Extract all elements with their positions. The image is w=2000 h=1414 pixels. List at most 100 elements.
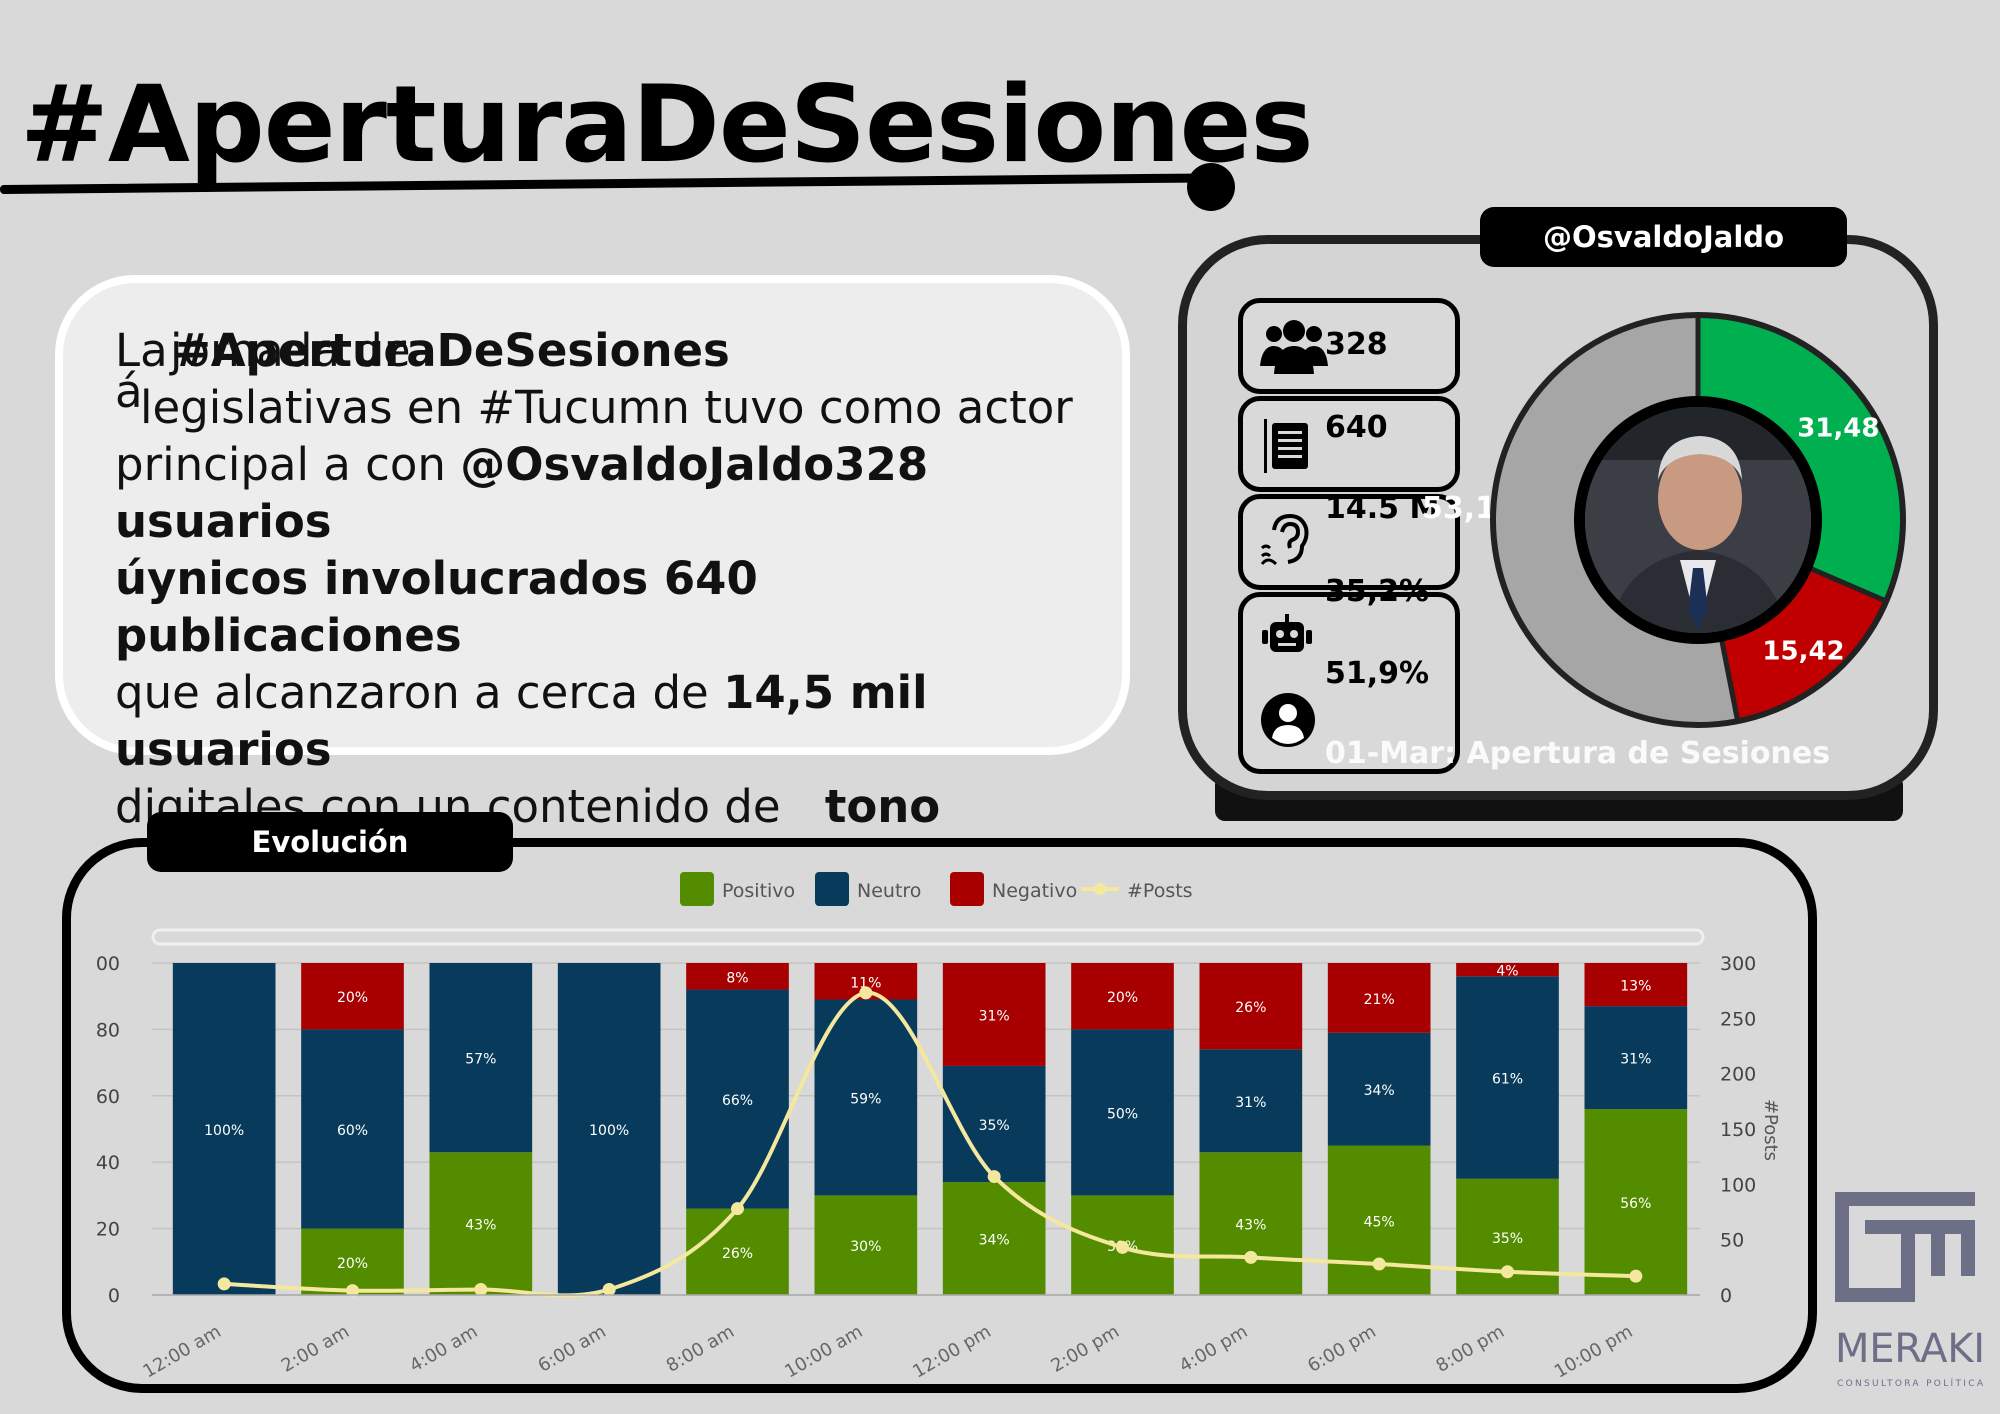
- summary-hashtag: #AperturaDeSesiones: [173, 324, 730, 377]
- stat-reach: 14.5 M: [1325, 491, 1440, 526]
- y2-tick-label: 100: [1720, 1174, 1756, 1196]
- bar-data-label: 61%: [1492, 1072, 1523, 1088]
- bar-data-label: 59%: [850, 1091, 881, 1107]
- bar-neutro: [1584, 1006, 1688, 1110]
- x-tick-label: 12:00 am: [140, 1321, 225, 1382]
- y-tick-label: 40: [96, 1152, 120, 1174]
- date-label: 01-Mar: Apertura de Sesiones: [1325, 736, 1831, 771]
- stat-reach-overlap: 53,1: [1422, 491, 1497, 526]
- x-tick-label: 6:00 am: [534, 1321, 609, 1377]
- bar-neutro: [557, 963, 661, 1295]
- bar-data-label: 35%: [979, 1118, 1010, 1134]
- bar-positivo: [1199, 1152, 1303, 1295]
- bar-data-label: 11%: [850, 975, 881, 991]
- bar-data-label: 31%: [979, 1008, 1010, 1024]
- bar-neutro: [1199, 1049, 1303, 1153]
- bar-data-label: 100%: [204, 1123, 244, 1139]
- x-tick-label: 8:00 am: [663, 1321, 738, 1377]
- posts-point: [1244, 1250, 1258, 1264]
- bar-data-label: 26%: [722, 1246, 753, 1262]
- chart-scroll-track: [151, 928, 1705, 946]
- bar-negativo: [686, 963, 789, 990]
- bar-data-label: 57%: [465, 1052, 496, 1068]
- bar-negativo: [1199, 963, 1303, 1050]
- users-icon: [1260, 320, 1328, 374]
- summary-text: La jornada de #AperturaDeSesiones á legis…: [115, 322, 1085, 949]
- posts-point: [1629, 1269, 1643, 1283]
- x-tick-label: 6:00 pm: [1304, 1321, 1380, 1377]
- bar-data-label: 60%: [337, 1123, 368, 1139]
- bar-data-label: 21%: [1364, 992, 1395, 1008]
- title-dot: [1187, 163, 1235, 211]
- posts-point: [602, 1282, 616, 1296]
- bar-positivo: [301, 1228, 404, 1295]
- bar-data-label: 8%: [726, 970, 748, 986]
- y-tick-label: 80: [96, 1019, 120, 1041]
- y-tick-label: 100: [95, 953, 120, 975]
- y-tick-label: 60: [96, 1086, 120, 1108]
- bar-positivo: [1584, 1109, 1688, 1295]
- legend-label: Negativo: [992, 880, 1077, 902]
- bar-data-label: 26%: [1235, 1000, 1266, 1016]
- bar-data-label: 31%: [1620, 1052, 1651, 1068]
- x-tick-label: 10:00 am: [781, 1321, 866, 1382]
- x-tick-label: 4:00 am: [406, 1321, 481, 1377]
- bar-data-label: 30%: [850, 1239, 881, 1255]
- evolution-tab: Evolución: [147, 812, 513, 872]
- stat-pct-humans: 51,9%: [1325, 656, 1430, 691]
- bar-data-label: 13%: [1620, 979, 1651, 995]
- posts-icon: [1264, 419, 1308, 473]
- bar-neutro: [1456, 976, 1559, 1179]
- y2-tick-label: 300: [1720, 953, 1756, 975]
- summary-line1-a: La: [115, 324, 168, 377]
- y-tick-label: 20: [96, 1219, 120, 1241]
- bar-data-label: 34%: [1364, 1083, 1395, 1099]
- y-tick-label: 0: [108, 1285, 120, 1307]
- summary-line4-b: nicos involucrados 640 publicaciones: [115, 552, 758, 662]
- bar-negativo: [942, 963, 1046, 1066]
- donut-positive-label: 31,48: [1797, 414, 1879, 444]
- summary-handle: @OsvaldoJaldo328 usuarios: [115, 438, 929, 548]
- summary-line4-a: úy: [115, 552, 177, 605]
- bar-data-label: 50%: [1107, 1106, 1138, 1122]
- x-tick-label: 2:00 pm: [1047, 1321, 1123, 1377]
- ear-icon: [1260, 513, 1309, 566]
- x-tick-label: 2:00 am: [278, 1321, 353, 1377]
- page-title: #AperturaDeSesiones: [20, 63, 1314, 186]
- bar-data-label: 43%: [465, 1218, 496, 1234]
- bar-data-label: 20%: [337, 990, 368, 1006]
- stat-box-users: [1238, 298, 1460, 394]
- y2-tick-label: 0: [1720, 1285, 1732, 1307]
- posts-point: [987, 1170, 1001, 1184]
- stat-box-posts: [1238, 396, 1460, 492]
- y2-tick-label: 250: [1720, 1008, 1756, 1030]
- posts-point: [1116, 1240, 1129, 1254]
- bar-neutro: [301, 1029, 404, 1229]
- bar-positivo: [942, 1182, 1046, 1295]
- bar-positivo: [814, 1195, 918, 1295]
- stat-box-reach: [1238, 494, 1460, 590]
- evolution-chart: Positivo Neutro Negativo #Posts 100% 20% 60% 2…: [95, 872, 1781, 1383]
- summary-line5-a: que alcanzaron a cerca de: [115, 666, 724, 719]
- handle-tab: @OsvaldoJaldo: [1480, 207, 1847, 267]
- sentiment-donut: 31,48 15,42: [1490, 312, 1906, 728]
- bar-data-label: 34%: [979, 1233, 1010, 1249]
- bar-neutro: [429, 963, 533, 1153]
- bar-negativo: [1456, 963, 1559, 977]
- bar-negativo: [1584, 963, 1688, 1007]
- summary-line2: legislativas en #Tucumn tuvo como actor: [140, 381, 1073, 434]
- bar-negativo: [1071, 963, 1174, 1030]
- posts-point: [474, 1282, 488, 1296]
- bar-data-label: 45%: [1364, 1214, 1395, 1230]
- bar-negativo: [1327, 963, 1431, 1033]
- posts-point: [346, 1284, 359, 1298]
- bar-data-label: 4%: [1496, 964, 1518, 980]
- legend-swatch-positivo: [680, 872, 714, 906]
- bar-data-label: 100%: [589, 1123, 629, 1139]
- meraki-logo: MERAKI CONSULTORA POLÍTICA: [1835, 1192, 1985, 1389]
- posts-point: [217, 1277, 231, 1291]
- bar-data-label: 43%: [1235, 1218, 1266, 1234]
- bar-data-label: 35%: [1492, 1231, 1523, 1247]
- legend-label: #Posts: [1127, 880, 1193, 902]
- logo-text: MERAKI: [1835, 1326, 1985, 1372]
